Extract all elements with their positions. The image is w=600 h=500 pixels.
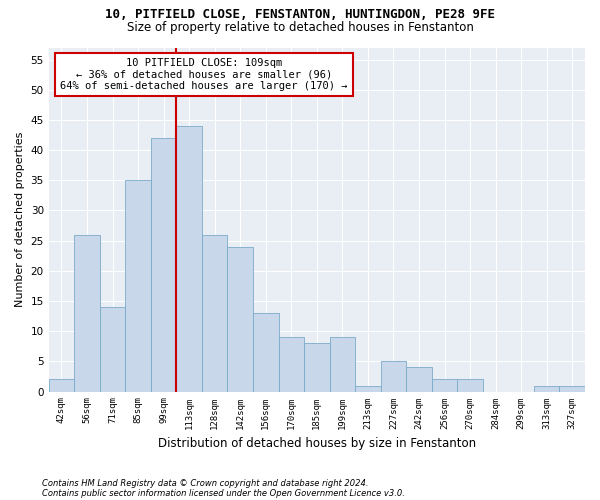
- Bar: [380, 362, 406, 392]
- Bar: [74, 234, 100, 392]
- X-axis label: Distribution of detached houses by size in Fenstanton: Distribution of detached houses by size …: [158, 437, 476, 450]
- Bar: [176, 126, 202, 392]
- Bar: [125, 180, 151, 392]
- Bar: [457, 380, 483, 392]
- Bar: [151, 138, 176, 392]
- Bar: [406, 368, 432, 392]
- Bar: [278, 337, 304, 392]
- Bar: [329, 337, 355, 392]
- Text: 10, PITFIELD CLOSE, FENSTANTON, HUNTINGDON, PE28 9FE: 10, PITFIELD CLOSE, FENSTANTON, HUNTINGD…: [105, 8, 495, 20]
- Bar: [304, 344, 329, 392]
- Bar: [355, 386, 380, 392]
- Bar: [49, 380, 74, 392]
- Bar: [559, 386, 585, 392]
- Bar: [432, 380, 457, 392]
- Bar: [100, 307, 125, 392]
- Bar: [227, 246, 253, 392]
- Bar: [253, 313, 278, 392]
- Bar: [202, 234, 227, 392]
- Text: Contains HM Land Registry data © Crown copyright and database right 2024.: Contains HM Land Registry data © Crown c…: [42, 478, 368, 488]
- Bar: [534, 386, 559, 392]
- Y-axis label: Number of detached properties: Number of detached properties: [15, 132, 25, 307]
- Text: 10 PITFIELD CLOSE: 109sqm
← 36% of detached houses are smaller (96)
64% of semi-: 10 PITFIELD CLOSE: 109sqm ← 36% of detac…: [61, 58, 348, 91]
- Text: Size of property relative to detached houses in Fenstanton: Size of property relative to detached ho…: [127, 21, 473, 34]
- Text: Contains public sector information licensed under the Open Government Licence v3: Contains public sector information licen…: [42, 488, 405, 498]
